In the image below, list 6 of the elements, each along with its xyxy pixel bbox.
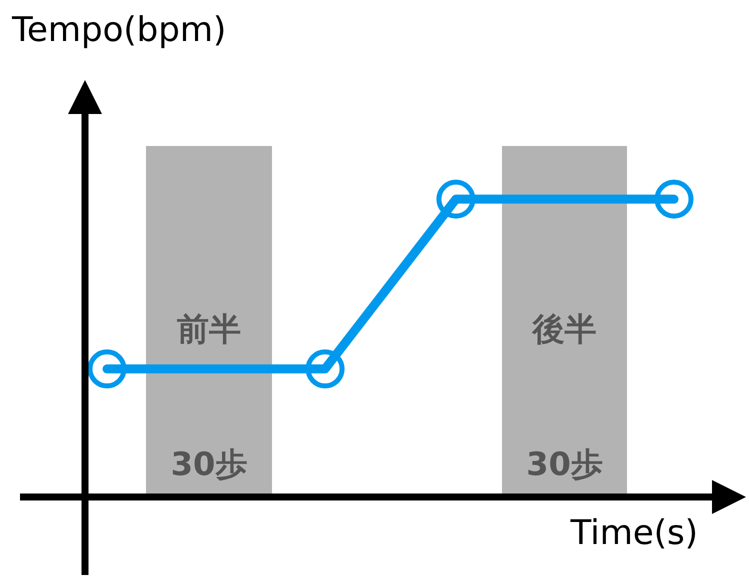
y-axis-title: Tempo(bpm) bbox=[11, 10, 226, 50]
x-axis-title: Time(s) bbox=[570, 512, 698, 553]
annotation: 前半 bbox=[177, 309, 242, 350]
annotation: 30歩 bbox=[526, 444, 603, 485]
annotation: 30歩 bbox=[170, 444, 248, 485]
annotation: 後半 bbox=[532, 309, 597, 350]
